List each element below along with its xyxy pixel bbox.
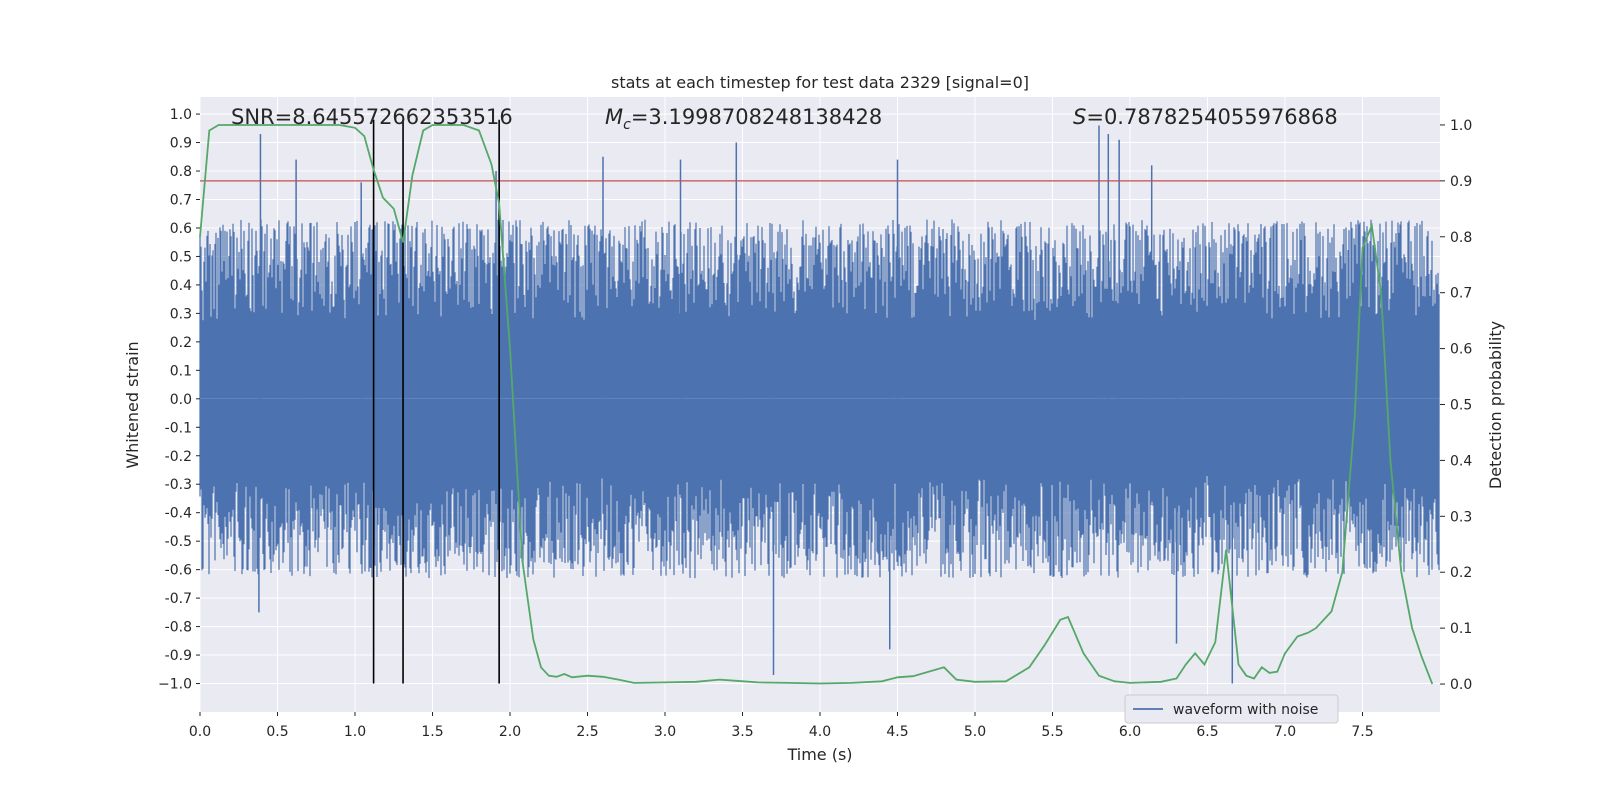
- score-annotation: S=0.7878254055976868: [1073, 105, 1338, 129]
- score-value: =0.7878254055976868: [1086, 105, 1337, 129]
- x-axis-ticks: 0.0 0.5 1.0 1.5 2.0 2.5 3.0 3.5 4.0 4.5 5.0 5.5 6.0 6…: [189, 712, 1374, 740]
- chirp-mass-value: =3.1998708248138428: [631, 105, 882, 129]
- x-axis-label: Time (s): [786, 745, 852, 764]
- chart-title: stats at each timestep for test data 232…: [611, 73, 1029, 92]
- right-y-tick-label: 0.7: [1450, 286, 1472, 302]
- left-y-tick-label: -0.6: [165, 563, 192, 579]
- left-y-tick-label: 0.4: [170, 278, 192, 294]
- x-tick-label: 1.0: [344, 724, 366, 740]
- x-tick-label: 5.0: [964, 724, 986, 740]
- snr-annotation: SNR=8.645572662353516: [231, 105, 513, 129]
- right-y-axis-label: Detection probability: [1486, 321, 1505, 489]
- x-tick-label: 6.0: [1119, 724, 1141, 740]
- left-y-tick-label: 1.0: [170, 107, 192, 123]
- right-y-tick-label: 0.6: [1450, 342, 1472, 358]
- left-y-tick-label: 0.2: [170, 335, 192, 351]
- x-tick-label: 2.0: [499, 724, 521, 740]
- right-y-axis-ticks: 1.0 0.9 0.8 0.7 0.6 0.5 0.4 0.3 0.2 0.1 0.0: [1440, 118, 1472, 693]
- left-y-tick-label: -0.7: [165, 591, 192, 607]
- detection-probability-series: [199, 124, 1434, 685]
- left-y-tick-label: 0.8: [170, 164, 192, 180]
- chirp-mass-symbol: M: [605, 105, 623, 129]
- left-y-tick-label: -0.4: [165, 506, 192, 522]
- left-y-tick-label: -0.5: [165, 534, 192, 550]
- waveform-lower-trace: [199, 398, 1440, 579]
- left-y-tick-label: -0.9: [165, 648, 192, 664]
- left-y-axis-label: Whitened strain: [123, 341, 142, 468]
- x-tick-label: 3.5: [731, 724, 753, 740]
- x-tick-label: 4.5: [886, 724, 908, 740]
- chirp-mass-subscript: c: [623, 117, 631, 133]
- right-y-tick-label: 0.9: [1450, 174, 1472, 190]
- x-tick-label: 7.5: [1351, 724, 1373, 740]
- left-y-tick-label: -0.8: [165, 620, 192, 636]
- left-y-tick-label: 0.1: [170, 363, 192, 379]
- right-y-tick-label: 0.3: [1450, 509, 1472, 525]
- left-y-tick-label: -0.1: [165, 420, 192, 436]
- x-tick-label: 2.5: [576, 724, 598, 740]
- left-y-tick-label: -0.2: [165, 449, 192, 465]
- right-y-tick-label: 0.2: [1450, 565, 1472, 581]
- left-y-tick-label: 0.6: [170, 221, 192, 237]
- x-tick-label: 7.0: [1274, 724, 1296, 740]
- x-tick-label: 0.5: [266, 724, 288, 740]
- right-y-tick-label: 0.8: [1450, 230, 1472, 246]
- x-tick-label: 5.5: [1041, 724, 1063, 740]
- left-y-tick-label: 0.3: [170, 306, 192, 322]
- chirp-mass-annotation: Mc=3.1998708248138428: [605, 105, 882, 133]
- score-symbol: S: [1073, 105, 1086, 129]
- right-y-tick-label: 0.4: [1450, 453, 1472, 469]
- left-y-tick-label: 0.9: [170, 136, 192, 152]
- legend-box: [1124, 694, 1339, 724]
- x-tick-label: 0.0: [189, 724, 211, 740]
- left-y-tick-label: 0.0: [170, 392, 192, 408]
- x-tick-label: 3.0: [654, 724, 676, 740]
- waveform-upper-trace: [199, 219, 1440, 399]
- left-y-tick-label: -0.3: [165, 477, 192, 493]
- left-y-axis-ticks: 1.0 0.9 0.8 0.7 0.6 0.5 0.4 0.3 0.2 0.1 0.0 -0.1 -0.…: [158, 107, 200, 693]
- legend-label-waveform: waveform with noise: [1173, 702, 1318, 718]
- x-tick-label: 1.5: [421, 724, 443, 740]
- left-y-tick-label: 0.5: [170, 249, 192, 265]
- waveform-noise-series: [199, 125, 1440, 684]
- right-y-tick-label: 0.0: [1450, 677, 1472, 693]
- right-y-tick-label: 0.1: [1450, 621, 1472, 637]
- legend: waveform with noise: [1124, 694, 1339, 724]
- left-y-tick-label: −1.0: [158, 677, 192, 693]
- right-y-tick-label: 0.5: [1450, 398, 1472, 414]
- x-tick-label: 6.5: [1196, 724, 1218, 740]
- right-y-tick-label: 1.0: [1450, 118, 1472, 134]
- left-y-tick-label: 0.7: [170, 193, 192, 209]
- x-tick-label: 4.0: [809, 724, 831, 740]
